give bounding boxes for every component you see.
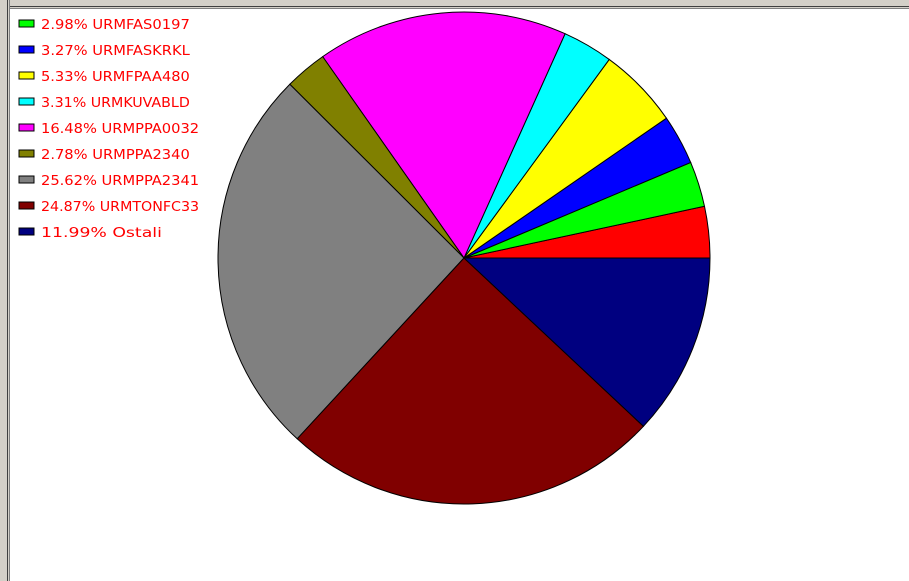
legend-label-ostali: 11.99% Ostali (41, 226, 162, 241)
pie-slice-urmtonfc33 (296, 257, 645, 505)
pie-slice-urmppa2341 (217, 83, 465, 440)
legend-swatch-urmfas0197 (18, 19, 35, 28)
legend-label-urmtonfc33: 24.87% URMTONFC33 (41, 200, 199, 215)
window-top-border (0, 0, 909, 9)
plot-area: 2.98% URMFAS0197 3.27% URMFASKRKL 5.33% UR… (10, 9, 909, 581)
pie-slices (217, 11, 711, 505)
legend-label-urmfpaa480: 5.33% URMFPAA480 (41, 70, 190, 85)
legend-swatch-urmppa0032 (18, 123, 35, 132)
legend-swatch-urmfaskrkl (18, 45, 35, 54)
legend-label-urmppa0032: 16.48% URMPPA0032 (41, 122, 199, 137)
legend-swatch-urmppa2340 (18, 149, 35, 158)
legend-label-urmfas0197: 2.98% URMFAS0197 (41, 18, 190, 33)
legend-label-urmkuvabld: 3.31% URMKUVABLD (41, 96, 190, 111)
window-left-border (0, 0, 10, 581)
pie-chart: 2.98% URMFAS0197 3.27% URMFASKRKL 5.33% UR… (18, 11, 711, 505)
pie-slice-urmppa0032 (321, 11, 566, 260)
legend-swatch-urmfpaa480 (18, 71, 35, 80)
pie-slice-ostali (462, 257, 711, 427)
legend-label-urmfaskrkl: 3.27% URMFASKRKL (41, 44, 190, 59)
legend-swatch-urmtonfc33 (18, 201, 35, 210)
legend-label-urmppa2340: 2.78% URMPPA2340 (41, 148, 190, 163)
legend-swatch-urmppa2341 (18, 175, 35, 184)
legend: 2.98% URMFAS0197 3.27% URMFASKRKL 5.33% UR… (18, 18, 199, 241)
legend-swatch-ostali (18, 227, 35, 236)
legend-label-urmppa2341: 25.62% URMPPA2341 (41, 174, 199, 189)
legend-swatch-urmkuvabld (18, 97, 35, 106)
